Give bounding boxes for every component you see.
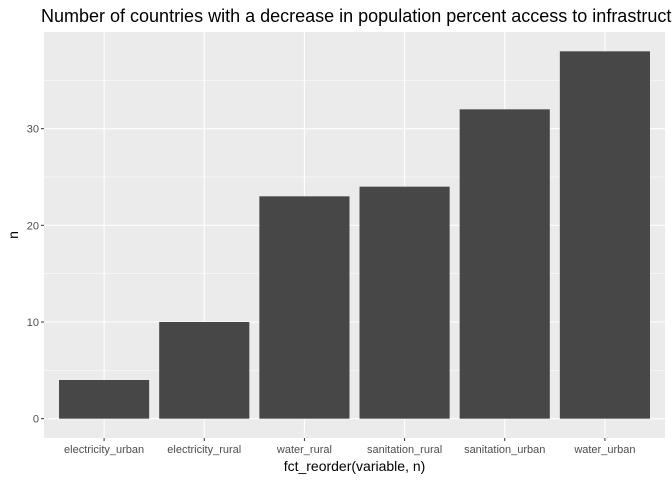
y-tick-label: 0: [33, 414, 39, 426]
x-axis-title: fct_reorder(variable, n): [284, 458, 426, 474]
bars: [59, 51, 650, 419]
x-axis-ticks: electricity_urban electricity_rural water_…: [64, 438, 635, 456]
x-tick-label: electricity_urban: [64, 444, 144, 456]
y-axis-title: n: [5, 231, 21, 239]
bar-electricity_rural: [159, 322, 250, 419]
x-tick-label: sanitation_rural: [367, 444, 442, 456]
y-tick-label: 20: [27, 220, 39, 232]
x-tick-label: water_urban: [573, 444, 635, 456]
bar-water_rural: [259, 196, 350, 419]
x-tick-label: water_rural: [276, 444, 332, 456]
bar-sanitation_rural: [359, 186, 450, 419]
bar-water_urban: [559, 51, 650, 419]
y-tick-label: 30: [27, 124, 39, 136]
bar-electricity_urban: [59, 380, 150, 419]
x-tick-label: electricity_rural: [167, 444, 241, 456]
y-tick-label: 10: [27, 317, 39, 329]
y-axis-ticks: 0 10 20 30: [27, 124, 44, 426]
x-tick-label: sanitation_urban: [464, 444, 545, 456]
chart-title: Number of countries with a decrease in p…: [41, 6, 672, 26]
bar-sanitation_urban: [459, 109, 550, 419]
